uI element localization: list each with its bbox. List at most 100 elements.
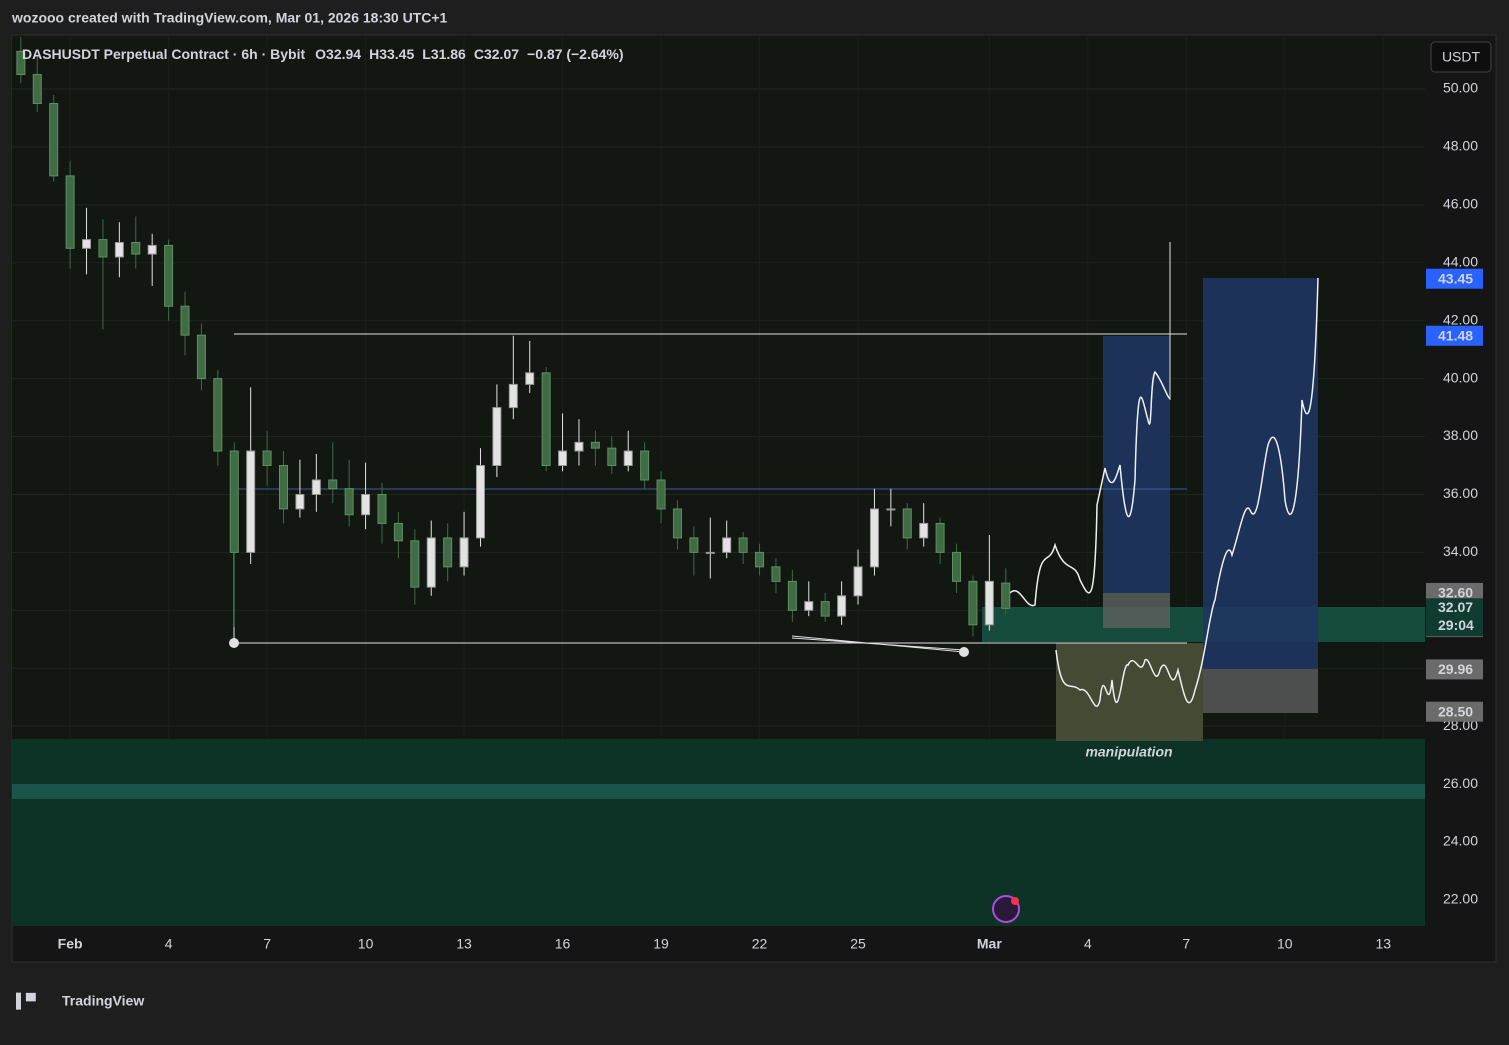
x-tick-label: 10 — [1277, 936, 1293, 952]
legend-key: O — [315, 46, 326, 62]
candle-body — [295, 493, 305, 510]
last-price-bg — [1426, 598, 1483, 637]
target-box — [1103, 336, 1170, 593]
sweep-line — [791, 635, 965, 653]
y-tick-label: 48.00 — [1443, 138, 1478, 154]
y-tick-label: 36.00 — [1443, 485, 1478, 501]
price-label: 29.96 — [1438, 661, 1473, 677]
candle-body — [590, 441, 600, 449]
candle-body — [886, 508, 896, 511]
y-tick-label: 40.00 — [1443, 369, 1478, 385]
candle-body — [853, 566, 863, 597]
demand-zone — [12, 739, 1425, 926]
candle-body — [689, 537, 699, 553]
candle-body — [558, 450, 568, 467]
candle-body — [16, 50, 26, 76]
candle-body — [525, 372, 535, 385]
candle-body — [722, 537, 732, 553]
candle-body — [213, 378, 223, 452]
manipulation-box — [1056, 643, 1203, 741]
candle-body — [984, 580, 994, 626]
candle-body — [508, 383, 518, 409]
candle-body — [755, 551, 765, 568]
y-tick-label: 24.00 — [1443, 833, 1478, 849]
anchor-dot — [229, 638, 239, 648]
legend-value: 31.86 — [431, 46, 466, 62]
price-label-bg — [1426, 268, 1483, 289]
x-tick-label: 16 — [555, 936, 571, 952]
candle-body — [771, 566, 781, 582]
x-tick-label: 22 — [752, 936, 768, 952]
candle-body — [279, 465, 289, 510]
x-tick-label: 7 — [263, 936, 271, 952]
stop-box — [1203, 669, 1318, 713]
candle-body — [180, 305, 190, 336]
candle-body — [65, 175, 75, 249]
candle-body — [426, 537, 436, 588]
candle-body — [919, 522, 929, 539]
candle-body — [82, 239, 92, 249]
x-tick-label: Feb — [58, 936, 83, 952]
candle-body — [459, 537, 469, 568]
legend-value: 33.45 — [379, 46, 414, 62]
currency-button[interactable] — [1430, 41, 1492, 73]
y-tick-label: 50.00 — [1443, 80, 1478, 96]
y-tick-label: 22.00 — [1443, 891, 1478, 907]
y-tick-label: 34.00 — [1443, 543, 1478, 559]
candle-body — [98, 239, 108, 258]
candle-body — [656, 479, 666, 510]
x-tick-label: 7 — [1182, 936, 1190, 952]
last-price: 32.07 — [1438, 599, 1473, 615]
candle-body — [311, 479, 321, 495]
legend-key: H — [369, 46, 379, 62]
candle-body — [344, 488, 354, 516]
candle-body — [640, 450, 650, 481]
annotation: manipulation — [1085, 744, 1172, 760]
axes: 22.0024.0026.0028.0030.0032.0034.0036.00… — [58, 80, 1483, 952]
symbol: DASHUSDT Perpetual Contract · 6h · Bybit… — [22, 46, 624, 62]
candle-body — [952, 551, 962, 582]
anchor-dot — [959, 647, 969, 657]
brand: TradingView — [62, 993, 144, 1009]
countdown: 29:04 — [1438, 617, 1474, 633]
candle-body — [541, 372, 551, 467]
candle-body — [32, 74, 42, 104]
legend-key: C — [474, 46, 484, 62]
candle-body — [574, 441, 584, 452]
candle-body — [672, 508, 682, 539]
candle-body — [705, 551, 715, 554]
y-tick-label: 44.00 — [1443, 253, 1478, 269]
target-box — [1203, 278, 1318, 669]
candle-body — [410, 540, 420, 588]
candle-body — [361, 493, 371, 516]
currency: USDT — [1442, 49, 1481, 65]
price-label-bg — [1426, 659, 1483, 680]
price-label-bg — [1426, 582, 1483, 603]
candle-body — [804, 601, 814, 611]
candle-body — [837, 595, 847, 617]
candle-body — [246, 450, 256, 553]
candle-body — [935, 522, 945, 553]
zone-band — [12, 784, 1425, 799]
candle-body — [443, 537, 453, 568]
candle-body — [475, 465, 485, 539]
candle-body — [131, 241, 141, 255]
price-label: 32.60 — [1438, 585, 1473, 601]
projection — [1055, 277, 1319, 707]
y-tick-label: 26.00 — [1443, 775, 1478, 791]
candle-body — [820, 601, 830, 617]
candle-body — [607, 447, 617, 467]
candle-body — [328, 479, 338, 490]
x-tick-label: 4 — [165, 936, 173, 952]
price-label: 28.50 — [1438, 703, 1473, 719]
x-tick-label: 13 — [1376, 936, 1392, 952]
candle-body — [49, 102, 59, 177]
price-label: 43.45 — [1438, 270, 1473, 286]
candle-body — [377, 493, 387, 524]
candle-body — [114, 241, 124, 258]
logo-mark: ▌▀ — [16, 993, 36, 1011]
credit: wozooo created with TradingView.com, Mar… — [11, 10, 448, 26]
y-tick-label: 42.00 — [1443, 311, 1478, 327]
x-tick-label: 4 — [1084, 936, 1092, 952]
